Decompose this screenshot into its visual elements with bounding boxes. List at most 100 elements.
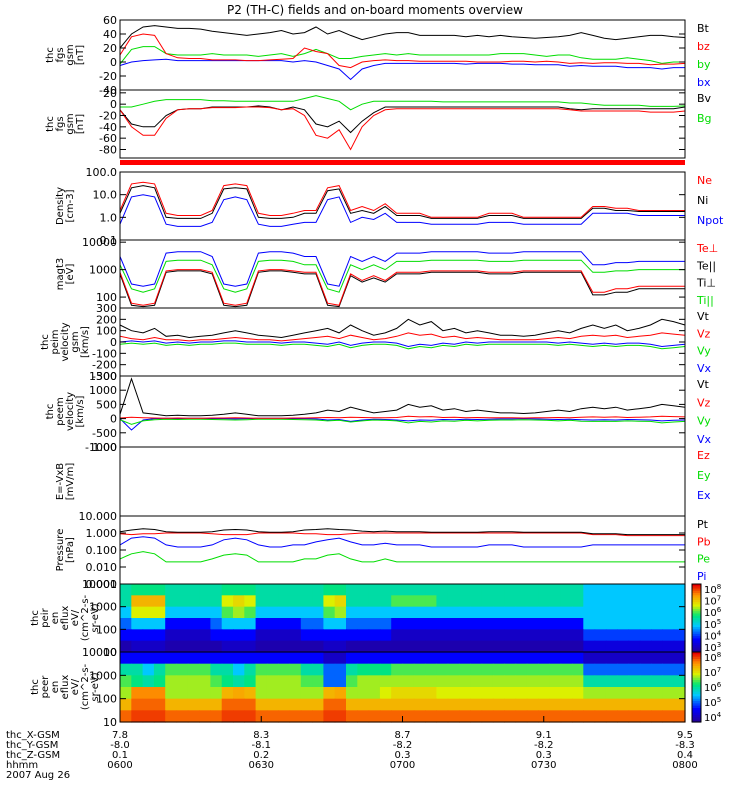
y-tick-label: -40 (99, 121, 117, 134)
y-axis-label: thc (45, 47, 56, 63)
heatmap-cell (583, 629, 596, 642)
heatmap-cell (312, 687, 324, 700)
heatmap-cell (651, 606, 663, 619)
heatmap-cell (153, 710, 166, 723)
heatmap-cell (492, 687, 505, 700)
heatmap-cell (459, 629, 471, 642)
heatmap-cell (413, 652, 426, 665)
heatmap-cell (560, 663, 573, 676)
heatmap-cell (538, 629, 550, 642)
series-Br (119, 106, 686, 151)
heatmap-cell (165, 618, 178, 630)
heatmap-cell (187, 710, 200, 723)
colorbar-segment (692, 631, 701, 635)
heatmap-cell (617, 606, 630, 619)
heatmap-cell (153, 595, 166, 608)
heatmap-cell (402, 640, 415, 653)
heatmap-cell (515, 710, 528, 723)
heatmap-cell (594, 584, 607, 596)
heatmap-cell (323, 595, 336, 608)
heatmap-cell (210, 663, 223, 676)
y-tick-label: 20 (103, 42, 117, 55)
heatmap-cell (526, 629, 539, 642)
heatmap-cell (673, 710, 686, 723)
heatmap-cell (187, 663, 200, 676)
heatmap-cell (639, 675, 652, 688)
heatmap-cell (176, 675, 189, 688)
y-tick-label: 100 (96, 623, 117, 636)
heatmap-cell (165, 710, 178, 723)
y-tick-label: 100 (96, 325, 117, 338)
heatmap-cell (515, 629, 528, 642)
heatmap-cell (651, 710, 663, 723)
colorbar-segment (692, 584, 701, 587)
heatmap-cell (470, 675, 483, 688)
legend-entry: Te⊥ (696, 242, 718, 255)
heatmap-cell (639, 618, 652, 630)
heatmap-cell (572, 663, 584, 676)
heatmap-cell (312, 629, 324, 642)
heatmap-cell (312, 652, 324, 665)
colorbar-segment (692, 703, 701, 707)
heatmap-cell (278, 710, 291, 723)
heatmap-cell (459, 618, 471, 630)
panel-frame (119, 515, 686, 585)
x-axis-row-label: hhmm (6, 760, 38, 771)
heatmap-cell (402, 629, 415, 642)
heatmap-cell (583, 710, 596, 723)
heatmap-cell (538, 606, 550, 619)
heatmap-cell (594, 687, 607, 700)
heatmap-cell (481, 584, 494, 596)
heatmap-cell (391, 618, 404, 630)
heatmap-cell (673, 640, 686, 653)
y-tick-label: -300 (92, 370, 117, 383)
colorbar-segment (692, 675, 701, 679)
x-tick-label-z: 0.2 (253, 750, 269, 761)
y-axis-label: en (50, 681, 61, 694)
panel-frame (119, 446, 686, 517)
heatmap-cell (142, 663, 155, 676)
heatmap-cell (617, 595, 630, 608)
heatmap-cell (357, 687, 370, 700)
heatmap-cell (312, 663, 324, 676)
legend-entry: bz (697, 40, 710, 53)
colorbar-segment (692, 649, 701, 653)
heatmap-cell (572, 629, 584, 642)
heatmap-cell (142, 687, 155, 700)
heatmap-cell (176, 640, 189, 653)
heatmap-cell (244, 606, 257, 619)
heatmap-cell (210, 640, 223, 653)
heatmap-cell (289, 584, 302, 596)
heatmap-cell (153, 675, 166, 688)
heatmap-cell (142, 698, 155, 711)
heatmap-cell (289, 675, 302, 688)
heatmap-cell (210, 710, 223, 723)
heatmap-cell (605, 710, 618, 723)
heatmap-cell (436, 629, 449, 642)
heatmap-cell (459, 675, 471, 688)
colorbar-frame (691, 651, 702, 723)
heatmap-cell (346, 710, 358, 723)
heatmap-cell (436, 698, 449, 711)
heatmap-cell (425, 595, 437, 608)
heatmap-cell (300, 652, 313, 665)
heatmap-cell (221, 640, 234, 653)
series-Bv (119, 105, 686, 134)
heatmap-cell (176, 584, 189, 596)
heatmap-cell (549, 652, 562, 665)
y-tick-label: 1500 (89, 370, 117, 383)
heatmap-cell (210, 652, 223, 665)
heatmap-cell (312, 640, 324, 653)
colorbar-segment (692, 691, 701, 695)
heatmap-cell (278, 584, 291, 596)
heatmap-cell (233, 698, 245, 711)
series-Vz (119, 332, 686, 342)
heatmap-cell (538, 652, 550, 665)
heatmap-cell (221, 584, 234, 596)
y-axis-label: [km/s] (80, 326, 91, 358)
heatmap-cell (255, 675, 268, 688)
colorbar-segment (692, 654, 701, 658)
heatmap-cell (266, 640, 279, 653)
y-axis-label: peir (40, 607, 51, 627)
